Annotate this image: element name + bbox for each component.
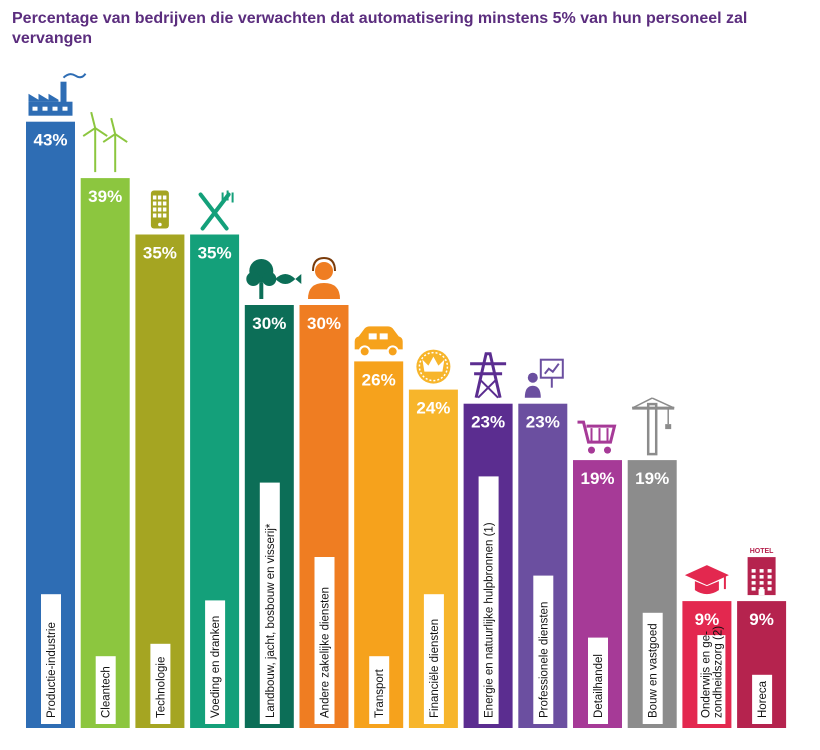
power-pylon-icon <box>470 352 507 399</box>
bar-label-box <box>533 575 554 724</box>
presenter-chart-icon <box>524 358 564 398</box>
fork-knife-icon <box>198 190 234 231</box>
category-label: Financiële diensten <box>429 619 441 718</box>
category-label: Detailhandel <box>593 654 605 718</box>
bar-value-label: 23% <box>471 413 505 432</box>
bar <box>80 178 130 729</box>
bar-value-label: 23% <box>526 413 560 432</box>
bar-value-label: 35% <box>143 244 177 263</box>
bar-label-box <box>259 482 280 724</box>
crane-icon <box>631 397 675 456</box>
bar-value-label: 43% <box>33 131 67 150</box>
bar-label-box <box>588 637 608 724</box>
hotel-building-icon: HOTEL <box>747 548 776 596</box>
bar-label-box <box>95 656 116 724</box>
car-icon <box>354 326 403 358</box>
bar-label-box <box>752 674 773 724</box>
person-headset-icon <box>308 256 340 299</box>
bar-label-box <box>423 594 444 724</box>
bar-label-box <box>314 557 335 724</box>
bar-label-box <box>369 656 390 724</box>
category-label: Productie-industrie <box>46 622 58 718</box>
category-label: Professionele diensten <box>538 602 550 718</box>
bar-value-label: 30% <box>307 314 341 333</box>
category-label: Voeding en dranken <box>210 616 222 718</box>
category-label: Technologie <box>155 657 167 718</box>
bar-value-label: 9% <box>749 610 774 629</box>
hotel-sign-text: HOTEL <box>750 548 774 555</box>
factory-icon <box>28 73 87 116</box>
shopping-cart-icon <box>577 420 617 454</box>
bar-label-box <box>41 594 61 724</box>
bar-value-label: 35% <box>198 244 232 263</box>
smartphone-icon <box>150 190 169 229</box>
bar-value-label: 30% <box>252 314 286 333</box>
bar-value-label: 24% <box>416 399 450 418</box>
bar-label-box <box>697 635 726 724</box>
wind-turbine-icon <box>82 111 128 173</box>
graduation-cap-icon <box>684 565 729 595</box>
category-label: Andere zakelijke diensten <box>320 587 332 718</box>
category-label: Energie en natuurlijke hulpbronnen (1) <box>484 522 496 718</box>
category-label: Landbouw, jacht, bosbouw en visserij* <box>265 523 277 718</box>
category-label: Onderwijs en ge-zondheidszorg (2) <box>700 626 724 718</box>
chart-title: Percentage van bedrijven die verwachten … <box>12 10 748 47</box>
tree-fish-icon <box>246 259 302 299</box>
category-label: Bouw en vastgoed <box>648 623 660 718</box>
bar-label-box <box>150 643 171 724</box>
bar-label-box <box>205 600 226 724</box>
bar-value-label: 39% <box>88 187 122 206</box>
bar-value-label: 19% <box>635 469 669 488</box>
bar-value-label: 19% <box>580 469 614 488</box>
bar-value-label: 26% <box>362 370 396 389</box>
bar-label-box <box>642 612 663 724</box>
category-label: Cleantech <box>101 666 113 718</box>
bar-value-label: 9% <box>695 610 720 629</box>
category-label: Transport <box>374 668 386 718</box>
category-label: Horeca <box>757 680 769 718</box>
bar-label-box <box>478 476 499 724</box>
crown-coin-icon <box>416 349 451 384</box>
